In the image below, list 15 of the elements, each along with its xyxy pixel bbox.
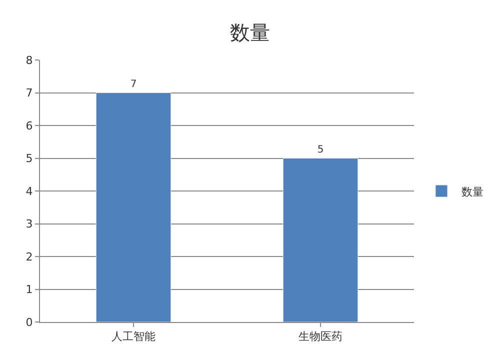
data-label: 7 — [130, 78, 137, 90]
y-tick-label: 5 — [26, 152, 33, 166]
x-tick-label: 人工智能 — [112, 330, 156, 344]
y-tick-label: 2 — [26, 250, 33, 264]
y-tick-label: 7 — [26, 86, 33, 100]
y-tick-label: 4 — [26, 184, 33, 198]
y-tick-label: 0 — [26, 316, 33, 329]
legend-label: 数量 — [461, 185, 484, 198]
y-tick-label: 8 — [26, 54, 33, 67]
y-tick-label: 6 — [26, 119, 33, 132]
chart-title: 数量 — [230, 20, 270, 44]
y-tick-label: 1 — [26, 283, 33, 296]
x-tick-label: 生物医药 — [298, 330, 342, 344]
data-label: 5 — [317, 144, 324, 156]
y-tick-label: 3 — [26, 218, 33, 231]
